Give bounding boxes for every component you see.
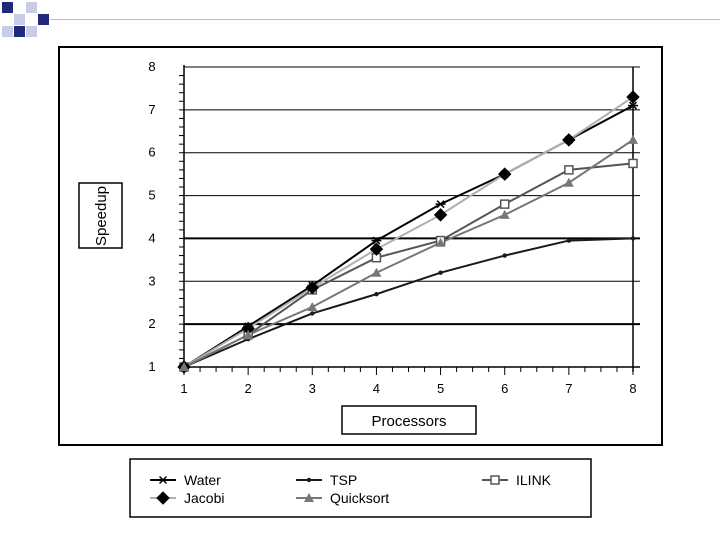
chart-frame	[58, 46, 663, 446]
point-water-stroke	[372, 236, 381, 245]
point-ilink	[564, 165, 574, 175]
legend-box	[129, 458, 592, 518]
point-tsp	[630, 236, 636, 241]
point-jacobi	[433, 208, 448, 222]
legend-label-jacobi: Jacobi	[184, 490, 224, 506]
point-jacobi	[498, 167, 512, 181]
y-tick-label: 8	[148, 59, 155, 74]
point-quicksort	[307, 302, 318, 311]
point-quicksort	[243, 329, 254, 339]
bullet-square-light	[2, 26, 13, 37]
legend-marker-water-stroke	[158, 475, 168, 485]
y-label-border	[78, 182, 123, 249]
legend-marker-tsp	[306, 477, 312, 483]
series-line-tsp	[183, 237, 634, 368]
point-water-stroke	[628, 101, 638, 110]
series-line-jacobi	[183, 96, 634, 368]
point-water	[435, 200, 446, 209]
x-tick-label: 7	[565, 381, 572, 396]
legend-label-ilink: ILINK	[516, 472, 552, 488]
series-line-ilink	[183, 162, 634, 368]
x-tick-label: 5	[437, 381, 444, 396]
point-water-stroke	[436, 200, 445, 209]
x-tick-label: 6	[501, 381, 508, 396]
legend-marker-ilink	[490, 475, 500, 485]
point-ilink	[628, 158, 638, 169]
point-quicksort	[371, 267, 382, 277]
series-markers	[177, 90, 640, 374]
bullet-square-light	[26, 26, 37, 37]
point-water	[371, 236, 382, 245]
plot-area: 1 2 3 4 5 6 7 8 1 2 3 4 5 6 7 8	[148, 59, 640, 396]
legend-marker-quicksort	[304, 493, 314, 502]
bullet-square-light	[26, 2, 37, 13]
point-quicksort	[179, 362, 189, 371]
point-jacobi	[562, 133, 576, 147]
bullet-square-light	[14, 14, 25, 25]
x-tick-label: 4	[373, 381, 380, 396]
point-tsp	[566, 238, 572, 243]
y-tick-label: 1	[148, 359, 155, 374]
y-tick-label: 3	[148, 273, 155, 288]
x-label-border	[341, 405, 477, 435]
y-tick-label: 6	[148, 145, 155, 160]
y-axis-label-box: Speedup	[78, 182, 123, 249]
x-tick-label: 8	[629, 381, 636, 396]
legend: Water TSP ILINK Jacobi Quicksort	[150, 472, 552, 506]
point-quicksort	[563, 177, 574, 187]
point-jacobi	[305, 281, 319, 295]
point-jacobi	[626, 90, 640, 104]
legend-label-tsp: TSP	[330, 472, 357, 488]
x-axis-label: Processors	[371, 413, 446, 430]
point-tsp	[310, 311, 315, 316]
legend-label-water: Water	[184, 472, 221, 488]
point-tsp	[502, 253, 507, 258]
y-tick-label: 2	[148, 316, 155, 331]
series-line-quicksort	[183, 139, 634, 368]
x-tick-label: 1	[180, 381, 187, 396]
bullet-square-dark	[14, 26, 25, 37]
point-tsp	[438, 270, 443, 275]
point-quicksort	[499, 209, 510, 219]
point-quicksort	[628, 134, 638, 144]
bullet-square-dark	[38, 14, 49, 25]
y-axis-label: Speedup	[93, 186, 110, 246]
x-tick-label: 3	[309, 381, 316, 396]
point-quicksort	[435, 237, 446, 247]
bullet-square-dark	[2, 2, 13, 13]
legend-label-quicksort: Quicksort	[330, 490, 389, 506]
legend-marker-water	[158, 475, 168, 485]
point-water	[628, 101, 638, 110]
slide-bullets-decoration	[2, 2, 49, 37]
x-tick-label: 2	[245, 381, 252, 396]
y-tick-label: 7	[148, 102, 155, 117]
legend-marker-jacobi	[156, 491, 170, 505]
x-axis-label-box: Processors	[341, 405, 477, 435]
series-lines	[183, 96, 634, 368]
y-tick-label: 5	[148, 188, 155, 203]
point-tsp	[374, 291, 379, 297]
top-rule	[50, 19, 720, 20]
point-ilink	[499, 199, 510, 209]
y-tick-label: 4	[148, 230, 155, 245]
point-jacobi	[369, 242, 384, 256]
